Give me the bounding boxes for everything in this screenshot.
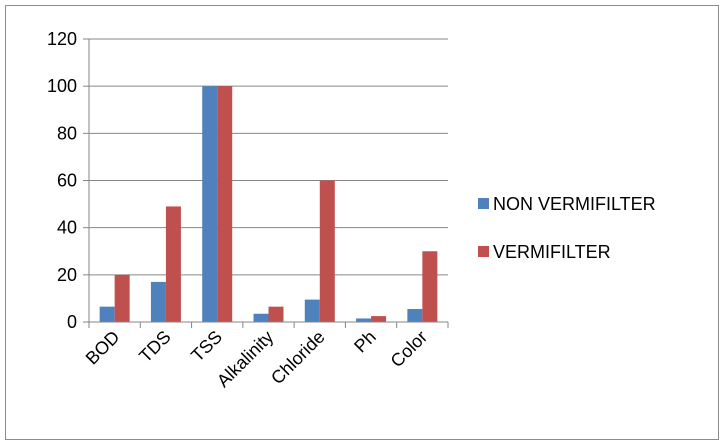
y-tick-label: 80 xyxy=(57,123,77,143)
x-tick-label: Alkalinity xyxy=(213,327,277,391)
chart-frame: 0 20 40 60 80 100 120 BOD TDS TSS Alkalinity Chlor… xyxy=(5,5,719,440)
bar-non-vermifilter-tds xyxy=(150,281,166,322)
x-tick-label: TSS xyxy=(187,327,226,366)
bar-non-vermifilter-alkalinity xyxy=(253,313,269,322)
y-tick-label: 120 xyxy=(47,29,77,49)
legend-swatch xyxy=(478,246,489,257)
y-tick-label: 40 xyxy=(57,218,77,238)
bars xyxy=(99,86,438,323)
bar-vermifilter-tds xyxy=(165,206,181,322)
bar-non-vermifilter-tss xyxy=(202,86,218,323)
y-tick-label: 0 xyxy=(67,312,77,332)
axes xyxy=(83,38,449,328)
y-tick-label: 60 xyxy=(57,171,77,191)
legend-label: VERMIFILTER xyxy=(493,242,611,262)
y-axis-tick-labels: 0 20 40 60 80 100 120 xyxy=(47,29,77,332)
legend-swatch xyxy=(478,198,489,209)
bar-vermifilter-bod xyxy=(114,274,130,322)
bar-non-vermifilter-color xyxy=(407,309,423,322)
x-tick-label: BOD xyxy=(82,327,124,369)
bar-chart: 0 20 40 60 80 100 120 BOD TDS TSSAlkalinityChlor… xyxy=(47,29,656,391)
legend-label: NON VERMIFILTER xyxy=(493,194,656,214)
x-tick-label: Ph xyxy=(350,327,380,357)
bar-non-vermifilter-ph xyxy=(356,318,372,322)
bar-vermifilter-alkalinity xyxy=(268,306,284,322)
x-tick-label: Color xyxy=(387,327,432,372)
gridlines xyxy=(89,38,448,276)
bar-non-vermifilter-bod xyxy=(99,306,115,322)
bar-vermifilter-ph xyxy=(371,316,387,322)
y-tick-label: 20 xyxy=(57,265,77,285)
legend: NON VERMIFILTER VERMIFILTER xyxy=(478,194,656,262)
x-tick-label: TDS xyxy=(135,327,175,367)
bar-vermifilter-color xyxy=(422,251,438,322)
y-tick-label: 100 xyxy=(47,76,77,96)
bar-non-vermifilter-chloride xyxy=(304,299,320,322)
x-tick-label: Chloride xyxy=(267,327,329,389)
bar-vermifilter-chloride xyxy=(319,180,335,322)
bar-vermifilter-tss xyxy=(217,86,233,323)
